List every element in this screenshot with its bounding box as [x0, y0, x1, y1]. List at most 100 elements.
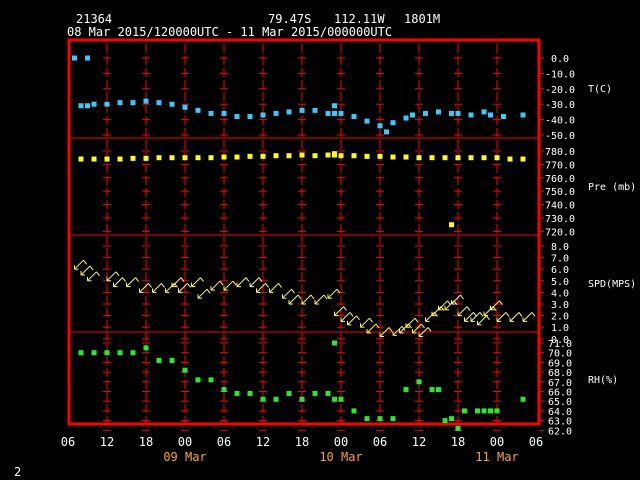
temp-point	[273, 110, 279, 116]
wind-barb	[412, 323, 425, 334]
rh-point	[436, 387, 441, 393]
rh-tick-label: 65.0	[548, 397, 572, 408]
rh-point	[429, 387, 435, 393]
pres-point	[299, 152, 305, 158]
temp-tick-label: -50.0	[545, 131, 575, 142]
rh-point	[143, 345, 149, 351]
rh-point	[117, 350, 123, 356]
pres-point	[117, 156, 123, 162]
wind-barb	[223, 280, 237, 291]
wind-barb	[360, 317, 373, 328]
temp-point	[403, 115, 409, 121]
pres-point	[332, 151, 337, 157]
temp-point	[195, 107, 201, 113]
wind-barb	[249, 277, 263, 288]
pres-point	[312, 153, 318, 159]
pres-point	[234, 154, 240, 160]
temp-point	[104, 101, 110, 107]
temp-tick-label: 0.0	[551, 54, 569, 65]
rh-point	[351, 408, 357, 414]
temp-panel-label: T(C)	[588, 84, 612, 95]
header: 21364 79.47S 112.11W 1801M 08 Mar 2015/1…	[0, 0, 640, 40]
pres-point	[481, 155, 487, 161]
wind-barb	[522, 312, 536, 322]
wind-barb	[314, 294, 328, 305]
rh-point	[390, 416, 396, 422]
temp-point	[85, 55, 90, 61]
pres-point	[494, 155, 500, 161]
rh-point	[475, 408, 480, 414]
rh-point	[494, 408, 500, 414]
rh-point	[169, 357, 175, 363]
wind-barb	[269, 283, 282, 293]
pres-point	[507, 156, 513, 162]
temp-point	[364, 118, 370, 124]
wind-barb	[113, 277, 126, 288]
wind-barb	[106, 271, 120, 282]
x-tick-label: 12	[100, 435, 114, 449]
rh-point	[416, 379, 422, 385]
pres-tick-label: 740.0	[545, 201, 575, 212]
rh-point	[130, 350, 136, 356]
temp-point	[78, 103, 84, 109]
date-label: 11 Mar	[475, 450, 518, 464]
wind-barb	[496, 312, 510, 322]
wind-barb	[334, 306, 347, 317]
temp-point	[332, 110, 337, 116]
rh-point	[104, 350, 110, 356]
station-longitude: 112.11W	[334, 12, 385, 26]
temp-point	[501, 114, 506, 120]
temp-point	[384, 129, 389, 135]
temp-point	[91, 101, 97, 107]
temp-point	[481, 109, 487, 115]
pres-point	[377, 153, 383, 159]
page-number: 2	[14, 465, 22, 479]
rh-point	[325, 390, 331, 396]
wind-barb	[152, 283, 165, 293]
wind-tick-label: 4.0	[551, 288, 569, 299]
pres-tick-label: 720.0	[545, 227, 575, 238]
pres-point	[247, 153, 253, 159]
rh-tick-label: 67.0	[548, 378, 572, 389]
plot-frame	[67, 38, 541, 426]
station-latitude: 79.47S	[268, 12, 312, 26]
rh-point	[338, 396, 344, 402]
wind-tick-label: 5.0	[551, 277, 569, 288]
rh-point	[182, 367, 188, 373]
pres-point	[182, 155, 188, 161]
x-tick-label: 06	[529, 435, 543, 449]
rh-point	[462, 408, 467, 414]
wind-barb	[210, 280, 224, 291]
x-tick-label: 00	[490, 435, 504, 449]
wind-barb	[477, 315, 490, 326]
wind-barb	[347, 315, 360, 326]
x-tick-label: 00	[334, 435, 348, 449]
temp-point	[143, 98, 149, 104]
rh-point	[449, 416, 454, 422]
wind-barb	[418, 327, 432, 337]
rh-tick-label: 70.0	[548, 349, 572, 360]
pres-tick-label: 760.0	[545, 174, 575, 185]
wind-barb	[139, 283, 152, 293]
wind-barb	[457, 306, 471, 317]
wind-barb	[340, 312, 354, 322]
pres-point	[416, 155, 422, 161]
wind-barb	[509, 312, 523, 322]
rh-point	[78, 350, 84, 356]
wind-barb	[197, 288, 211, 299]
rh-panel-label: RH(%)	[588, 375, 618, 386]
wind-barb	[405, 317, 419, 328]
wind-barb	[126, 277, 139, 288]
wind-tick-label: 7.0	[551, 254, 569, 265]
wind-barb	[301, 294, 315, 305]
pres-point	[442, 155, 448, 161]
temp-point	[130, 100, 136, 106]
x-tick-label: 18	[451, 435, 465, 449]
temp-point	[286, 109, 292, 115]
temp-point	[423, 110, 428, 116]
rh-tick-label: 66.0	[548, 388, 572, 399]
x-tick-label: 18	[139, 435, 153, 449]
x-tick-label: 06	[217, 435, 231, 449]
pres-point	[208, 155, 214, 161]
rh-point	[260, 396, 266, 402]
